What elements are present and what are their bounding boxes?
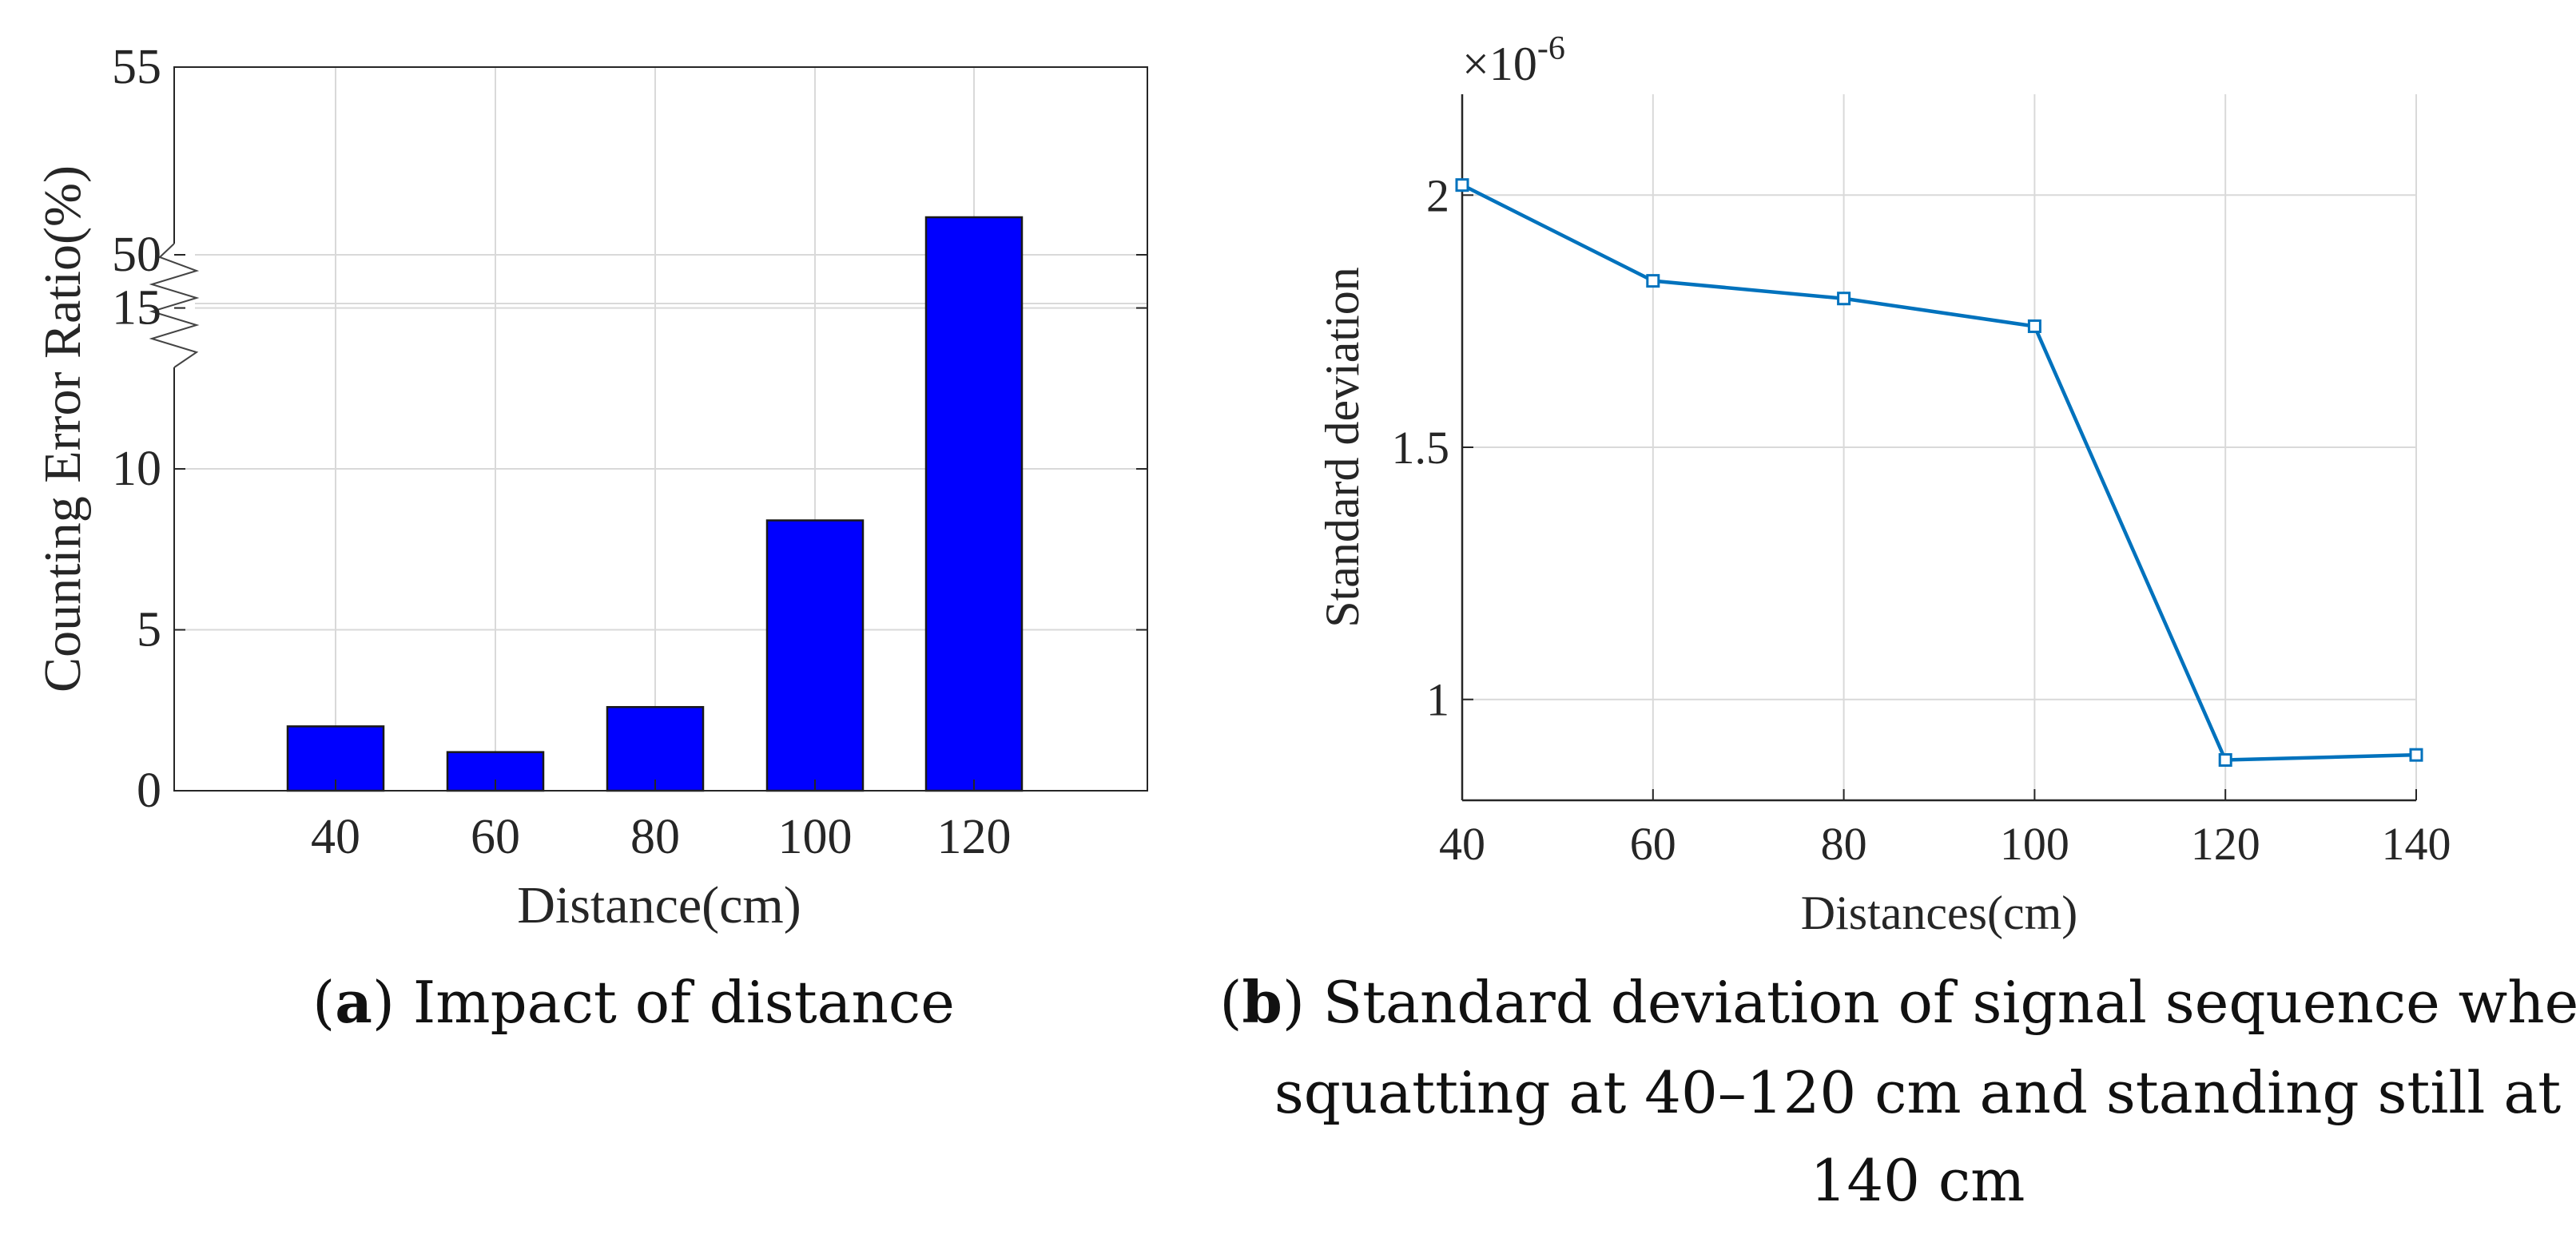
x-tick-label: 140 xyxy=(2382,818,2451,870)
x-tick-label: 120 xyxy=(2191,818,2260,870)
data-point-marker xyxy=(1837,292,1851,306)
data-point-marker xyxy=(2027,319,2041,333)
x-tick-label: 40 xyxy=(1439,818,1485,870)
x-tick-label: 80 xyxy=(630,810,680,864)
chart-a-caption: (a) Impact of distance xyxy=(312,968,955,1036)
chart-b-x-ticks: 40 60 80 100 120 140 xyxy=(1439,789,2451,870)
chart-b-series xyxy=(1455,178,2423,767)
y-tick-label: 10 xyxy=(112,442,161,496)
chart-b-y-ticks: 11.52 xyxy=(1392,169,1473,726)
chart-b-caption-line-3: 140 cm xyxy=(1811,1147,2025,1214)
data-point-marker xyxy=(2218,752,2232,767)
bar xyxy=(606,705,705,792)
chart-b-caption-line-1: (b) Standard deviation of signal sequenc… xyxy=(1219,968,2576,1036)
chart-a-bars xyxy=(286,216,1024,792)
bar xyxy=(924,216,1024,792)
chart-a-ylabel: Counting Error Ratio(%) xyxy=(34,165,92,692)
y-tick-label: 2 xyxy=(1426,169,1449,221)
x-tick-label: 100 xyxy=(778,810,853,864)
y-tick-label: 55 xyxy=(112,40,161,94)
y-tick-label: 50 xyxy=(112,228,161,282)
y-tick-label: 15 xyxy=(112,281,161,335)
axis-break-zigzag-icon xyxy=(149,243,200,368)
y-tick-label: 5 xyxy=(137,603,161,657)
chart-a-xlabel: Distance(cm) xyxy=(517,876,801,934)
x-tick-label: 120 xyxy=(937,810,1012,864)
chart-a-axes-box xyxy=(173,66,1148,792)
x-tick-label: 80 xyxy=(1821,818,1867,870)
chart-b-caption-line-2: squatting at 40–120 cm and standing stil… xyxy=(1274,1059,2561,1126)
data-point-marker xyxy=(1455,178,1469,192)
y-tick-label: 1.5 xyxy=(1392,422,1450,474)
y-tick-label: 1 xyxy=(1426,674,1449,726)
chart-b-caption-label: b xyxy=(1242,968,1282,1036)
bar xyxy=(765,519,865,792)
series-line xyxy=(1461,183,2417,762)
chart-b-xlabel: Distances(cm) xyxy=(1801,887,2078,939)
chart-b-exponent-base: ×10 xyxy=(1462,38,1537,90)
chart-b-exponent: ×10-6 xyxy=(1462,30,1565,90)
x-tick-label: 40 xyxy=(311,810,360,864)
x-tick-label: 100 xyxy=(2000,818,2069,870)
x-tick-label: 60 xyxy=(471,810,520,864)
y-tick-label: 0 xyxy=(137,764,161,818)
chart-a-caption-text: ) Impact of distance xyxy=(372,969,955,1036)
x-tick-label: 60 xyxy=(1630,818,1676,870)
chart-b-caption-text: ) Standard deviation of signal sequence … xyxy=(1282,969,2576,1036)
chart-b-ylabel: Standard deviation xyxy=(1316,267,1369,628)
chart-b: 11.52 40 60 80 100 120 140 ×10-6 Distances(cm… xyxy=(1219,30,2576,1214)
data-point-marker xyxy=(2409,748,2423,762)
chart-a-caption-label: a xyxy=(335,968,372,1036)
data-point-marker xyxy=(1646,274,1660,288)
chart-b-exponent-power: -6 xyxy=(1537,30,1565,67)
chart-b-grid xyxy=(1462,94,2417,800)
chart-a-x-ticks: 40 60 80 100 120 xyxy=(311,780,1012,864)
